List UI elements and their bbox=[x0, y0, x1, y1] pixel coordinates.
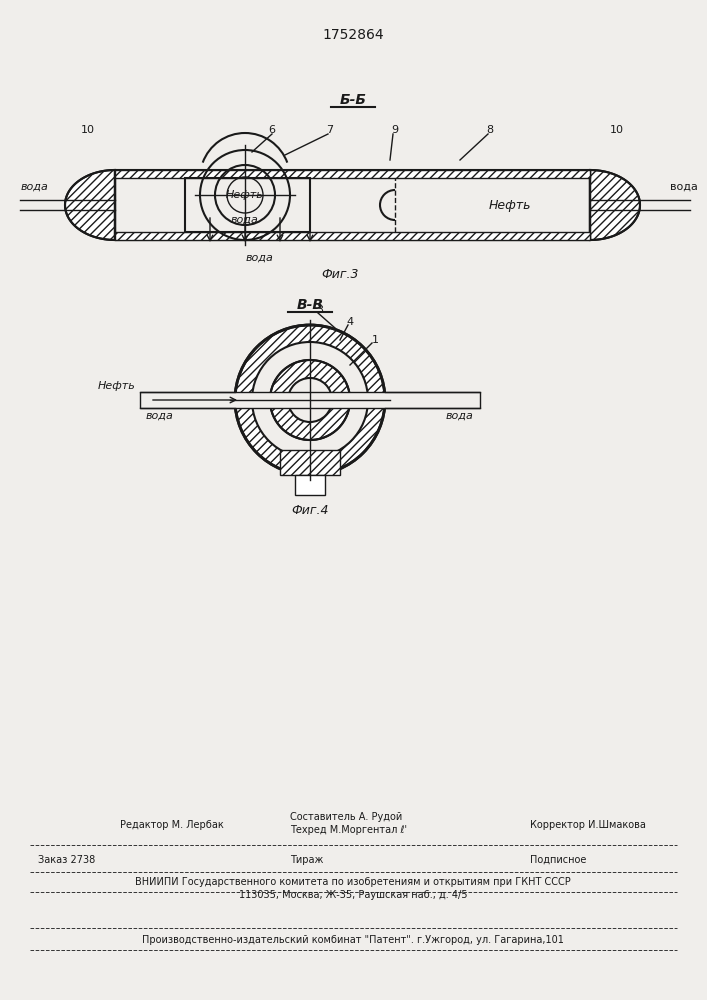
Text: Техред М.Моргентал ℓ': Техред М.Моргентал ℓ' bbox=[290, 825, 407, 835]
Text: 7: 7 bbox=[327, 125, 334, 135]
Polygon shape bbox=[65, 170, 115, 240]
Text: Нефть: Нефть bbox=[489, 198, 531, 212]
Text: вода: вода bbox=[246, 253, 274, 263]
Text: Заказ 2738: Заказ 2738 bbox=[38, 855, 95, 865]
Bar bbox=[115, 232, 590, 240]
Text: 6: 6 bbox=[269, 125, 276, 135]
Bar bbox=[295, 475, 325, 495]
Text: Фиг.3: Фиг.3 bbox=[321, 268, 358, 282]
Polygon shape bbox=[590, 170, 640, 240]
Text: 9: 9 bbox=[392, 125, 399, 135]
Text: 10: 10 bbox=[610, 125, 624, 135]
Text: Редактор М. Лербак: Редактор М. Лербак bbox=[120, 820, 223, 830]
Bar bbox=[280, 450, 340, 475]
Text: вода: вода bbox=[231, 215, 259, 225]
Text: В-В: В-В bbox=[296, 298, 324, 312]
Text: 3: 3 bbox=[317, 305, 324, 315]
Bar bbox=[115, 170, 590, 240]
Text: 1: 1 bbox=[371, 335, 378, 345]
Bar bbox=[140, 392, 480, 408]
Text: Б-Б: Б-Б bbox=[339, 93, 366, 107]
Text: вода: вода bbox=[21, 182, 49, 192]
Circle shape bbox=[235, 325, 385, 475]
Text: ВНИИПИ Государственного комитета по изобретениям и открытиям при ГКНТ СССР: ВНИИПИ Государственного комитета по изоб… bbox=[135, 877, 571, 887]
Text: 1752864: 1752864 bbox=[322, 28, 384, 42]
Text: Фиг.4: Фиг.4 bbox=[291, 504, 329, 516]
Text: вода: вода bbox=[146, 411, 174, 421]
Circle shape bbox=[270, 360, 350, 440]
Circle shape bbox=[252, 342, 368, 458]
Bar bbox=[115, 170, 590, 178]
Text: Корректор И.Шмакова: Корректор И.Шмакова bbox=[530, 820, 646, 830]
Text: Производственно-издательский комбинат "Патент". г.Ужгород, ул. Гагарина,101: Производственно-издательский комбинат "П… bbox=[142, 935, 564, 945]
Circle shape bbox=[288, 378, 332, 422]
Text: Подписное: Подписное bbox=[530, 855, 586, 865]
Text: 113035, Москва, Ж-35, Раушская наб., д. 4/5: 113035, Москва, Ж-35, Раушская наб., д. … bbox=[239, 890, 467, 900]
Text: 10: 10 bbox=[81, 125, 95, 135]
Text: вода: вода bbox=[670, 182, 698, 192]
Bar bbox=[185, 178, 310, 232]
Text: Составитель А. Рудой: Составитель А. Рудой bbox=[290, 812, 402, 822]
Text: Нефть: Нефть bbox=[98, 381, 135, 391]
Text: 4: 4 bbox=[346, 317, 354, 327]
Text: 8: 8 bbox=[486, 125, 493, 135]
Text: Тираж: Тираж bbox=[290, 855, 323, 865]
Text: вода: вода bbox=[446, 411, 474, 421]
Text: Нефть: Нефть bbox=[226, 190, 264, 200]
